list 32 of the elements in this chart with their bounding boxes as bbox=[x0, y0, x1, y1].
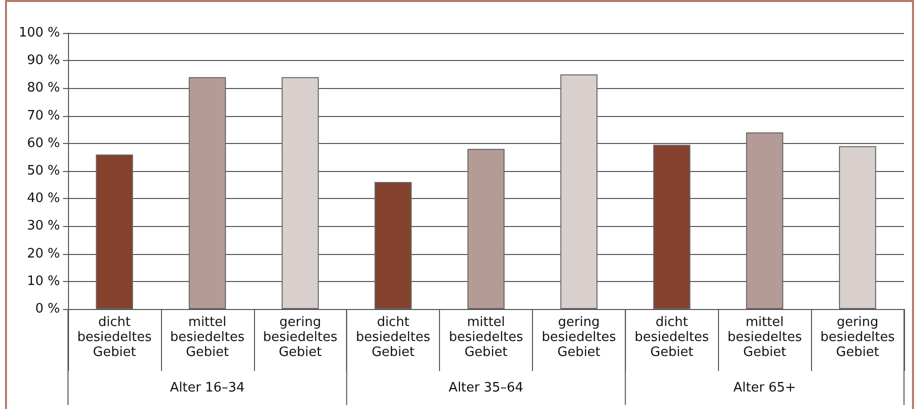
text: Alter 16–34 bbox=[170, 380, 245, 396]
text: Alter 65+ bbox=[733, 380, 796, 396]
x-tick-label: gering besiedeltes Gebiet bbox=[263, 315, 338, 360]
y-tick-label: 20 % bbox=[26, 246, 60, 262]
y-tick-label: 50 % bbox=[26, 164, 60, 178]
text: Alter 35–64 bbox=[448, 380, 524, 396]
x-tick-label: gering besiedeltes Gebiet bbox=[820, 315, 895, 360]
bar bbox=[838, 146, 876, 309]
bar bbox=[96, 154, 134, 309]
y-tick-label: 10 % bbox=[26, 274, 60, 289]
bar bbox=[560, 74, 598, 309]
bar bbox=[746, 132, 784, 309]
bar bbox=[374, 182, 412, 309]
y-tick-label: 100 % bbox=[18, 26, 60, 40]
x-tick-label: mittel besiedeltes Gebiet bbox=[170, 315, 245, 360]
y-tick-label: 0 % bbox=[35, 302, 60, 316]
y-tick-label: 30 % bbox=[26, 218, 60, 234]
x-tick-label: mittel besiedeltes Gebiet bbox=[448, 315, 524, 360]
x-tick-label: dicht besiedeltes Gebiet bbox=[356, 315, 431, 360]
x-tick-label: gering besiedeltes Gebiet bbox=[542, 315, 616, 360]
bar bbox=[467, 148, 505, 309]
bar bbox=[653, 144, 690, 309]
y-tick-label: 70 % bbox=[26, 108, 60, 124]
bar bbox=[188, 77, 226, 309]
y-tick-label: 60 % bbox=[26, 136, 60, 151]
y-tick-label: 40 % bbox=[26, 191, 60, 206]
y-tick-label: 80 % bbox=[26, 80, 60, 96]
x-tick-label: dicht besiedeltes Gebiet bbox=[77, 315, 152, 360]
x-tick-label: dicht besiedeltes Gebiet bbox=[634, 315, 710, 360]
x-tick-label: mittel besiedeltes Gebiet bbox=[727, 315, 802, 360]
bar bbox=[282, 77, 319, 309]
y-tick-label: 90 % bbox=[26, 53, 60, 68]
